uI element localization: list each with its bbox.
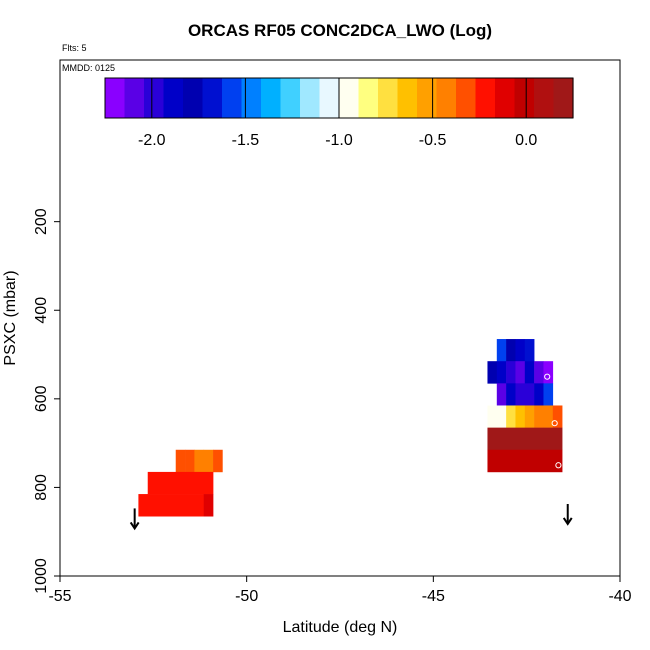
colorbar-swatch [378,78,399,118]
colorbar-swatch [397,78,418,118]
data-cell [534,361,544,384]
flights-label: Flts: 5 [62,43,87,53]
colorbar-tick-label: -2.0 [138,132,166,149]
data-cell [543,383,554,406]
data-cell [506,361,516,384]
mmdd-label: MMDD: 0125 [62,63,115,73]
colorbar-swatch [124,78,145,118]
data-cell [496,361,507,384]
data-cell [203,449,214,473]
colorbar-swatch [280,78,301,118]
data-cell [515,383,526,406]
colorbar: -2.0 -1.5 -1.0 -0.5 0.0 [104,77,574,149]
colorbar-swatch [183,78,204,118]
data-cell [147,471,214,495]
chart-title: ORCAS RF05 CONC2DCA_LWO (Log) [188,21,492,40]
colorbar-swatch [261,78,282,118]
data-cell [506,405,516,428]
data-cell [213,449,223,473]
colorbar-swatch [534,78,555,118]
data-cell [534,405,544,428]
x-tick-label: -55 [48,588,71,605]
colorbar-swatch [339,78,360,118]
x-tick-label: -50 [235,588,258,605]
data-cell [524,339,535,362]
y-axis-label: PSXC (mbar) [2,270,19,365]
data-markers [544,373,562,469]
data-cell [506,383,516,406]
data-cell [487,405,498,428]
colorbar-swatch [202,78,223,118]
y-tick-label: 1000 [33,558,50,594]
data-marker [551,420,558,427]
y-tick-label: 600 [33,385,50,412]
y-tick-label: 400 [33,297,50,324]
data-cell [194,449,205,473]
colorbar-tick-label: -1.5 [232,132,260,149]
y-axis: 200 400 600 800 1000 [33,208,60,594]
y-tick-label: 800 [33,474,50,501]
colorbar-tick-label: -1.0 [325,132,353,149]
data-cell [496,339,507,362]
x-tick-label: -40 [608,588,631,605]
data-cells [138,339,563,517]
colorbar-swatch [105,78,126,118]
colorbar-swatch [475,78,496,118]
colorbar-swatch [514,78,535,118]
data-cell [515,405,526,428]
colorbar-swatch [417,78,438,118]
data-cell [534,383,544,406]
colorbar-swatch [495,78,516,118]
colorbar-swatch [358,78,379,118]
x-tick-label: -45 [422,588,445,605]
x-axis: -55 -50 -45 -40 [48,576,632,605]
data-cell [524,383,535,406]
data-cell [496,383,507,406]
data-cell [543,405,554,428]
down-arrow-head [562,517,573,526]
colorbar-swatch [241,78,262,118]
data-cell [515,339,526,362]
x-axis-label: Latitude (deg N) [283,619,398,636]
data-cell [185,449,195,473]
colorbar-swatch [222,78,243,118]
colorbar-swatch [553,78,574,118]
colorbar-swatch [456,78,477,118]
data-cell [524,405,535,428]
colorbar-tick-label: 0.0 [515,132,537,149]
colorbar-swatch [436,78,457,118]
data-cell [138,494,205,517]
data-cell [506,339,516,362]
down-arrow-head [129,521,140,531]
data-cell [487,427,563,451]
colorbar-tick-label: -0.5 [419,132,447,149]
data-marker [544,373,551,380]
data-cell [487,449,563,473]
colorbar-swatch [319,78,340,118]
data-cell [552,405,563,428]
y-tick-label: 200 [33,208,50,235]
plot-frame [59,59,621,577]
colorbar-swatch [163,78,184,118]
data-marker [555,462,562,469]
data-cell [524,361,535,384]
data-cell [203,494,214,517]
data-cell [543,361,554,384]
colorbar-swatch [144,78,165,118]
data-cell [496,405,507,428]
colorbar-swatch [300,78,321,118]
down-arrows [129,503,573,531]
data-cell [175,449,186,473]
data-cell [487,361,498,384]
data-cell [515,361,526,384]
